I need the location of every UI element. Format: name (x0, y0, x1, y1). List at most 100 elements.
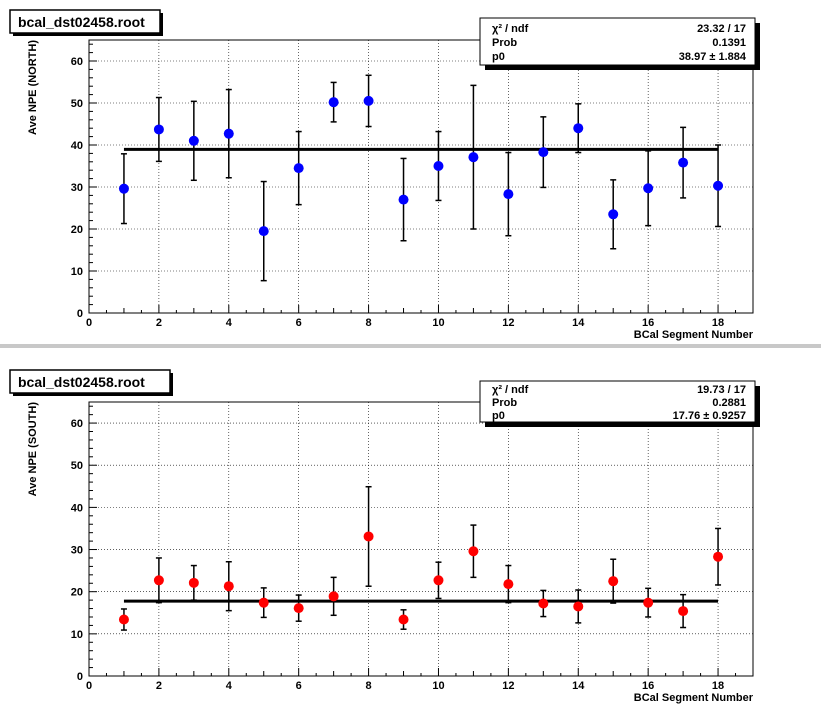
data-point (713, 551, 724, 562)
data-point (223, 128, 234, 139)
stats-value-chi2: 19.73 / 17 (697, 384, 746, 396)
y-tick-label: 40 (71, 502, 83, 514)
x-tick-label: 10 (432, 317, 444, 329)
stats-box: χ² / ndf 23.32 / 17 Prob 0.1391 p0 38.97… (479, 17, 760, 70)
data-point (608, 209, 619, 220)
panel-divider (0, 344, 821, 348)
x-tick-label: 4 (226, 317, 233, 329)
x-tick-label: 6 (296, 317, 302, 329)
data-point (118, 614, 129, 625)
data-point (363, 531, 374, 542)
data-point (713, 180, 724, 191)
x-tick-label: 12 (502, 317, 514, 329)
x-tick-label: 18 (712, 680, 724, 692)
x-tick-label: 0 (86, 317, 92, 329)
data-point (328, 97, 339, 108)
stats-label-chi2: χ² / ndf (492, 23, 529, 35)
x-tick-label: 0 (86, 680, 92, 692)
data-point (678, 157, 689, 168)
y-tick-label: 20 (71, 224, 83, 236)
data-point (538, 147, 549, 158)
x-axis-title: BCal Segment Number (634, 692, 754, 704)
data-point (678, 606, 689, 617)
data-point (468, 546, 479, 557)
data-point (153, 124, 164, 135)
plot-area (89, 402, 753, 676)
data-point (293, 603, 304, 614)
y-tick-label: 30 (71, 182, 83, 194)
data-point (538, 598, 549, 609)
x-tick-label: 12 (502, 680, 514, 692)
header-title: bcal_dst02458.root (18, 374, 145, 390)
data-point (118, 183, 129, 194)
x-tick-label: 16 (642, 680, 654, 692)
data-point (398, 614, 409, 625)
stats-value-p0: 17.76 ± 0.9257 (673, 410, 746, 422)
x-tick-label: 14 (572, 317, 585, 329)
data-point (503, 189, 514, 200)
data-point (503, 579, 514, 590)
plot-south: 0 2 4 6 8 10 12 14 16 18 0 10 20 30 40 50 60 BCal Segment… (27, 401, 754, 704)
data-point (328, 591, 339, 602)
y-tick-label: 60 (71, 418, 83, 430)
data-point (433, 575, 444, 586)
stats-label-prob: Prob (492, 37, 517, 49)
data-point (188, 577, 199, 588)
x-tick-label: 10 (432, 680, 444, 692)
header-title: bcal_dst02458.root (18, 14, 145, 30)
x-tick-label: 14 (572, 680, 585, 692)
y-tick-label: 30 (71, 545, 83, 557)
data-point (468, 152, 479, 163)
data-point (573, 601, 584, 612)
data-point (643, 183, 654, 194)
y-tick-label: 60 (71, 56, 83, 68)
data-point (153, 575, 164, 586)
y-tick-label: 40 (71, 140, 83, 152)
data-point (258, 597, 269, 608)
stats-value-prob: 0.2881 (712, 397, 746, 409)
x-tick-label: 8 (366, 317, 372, 329)
y-tick-label: 50 (71, 460, 83, 472)
panel-north: 0 2 4 6 8 10 12 14 16 18 0 10 20 30 40 50 60 BCal Segment… (9, 9, 760, 341)
x-tick-label: 2 (156, 317, 162, 329)
header-title-box: bcal_dst02458.root (9, 9, 163, 36)
x-tick-label: 2 (156, 680, 162, 692)
y-tick-label: 10 (71, 629, 83, 641)
data-point (223, 581, 234, 592)
panel-south: 0 2 4 6 8 10 12 14 16 18 0 10 20 30 40 50 60 BCal Segment… (9, 369, 760, 704)
x-tick-label: 18 (712, 317, 724, 329)
data-point (573, 123, 584, 134)
stats-label-prob: Prob (492, 397, 517, 409)
stats-box: χ² / ndf 19.73 / 17 Prob 0.2881 p0 17.76… (479, 380, 760, 427)
y-tick-label: 50 (71, 98, 83, 110)
header-title-box: bcal_dst02458.root (9, 369, 173, 396)
stats-label-p0: p0 (492, 410, 505, 422)
data-point (188, 135, 199, 146)
y-tick-label: 10 (71, 266, 83, 278)
stats-value-p0: 38.97 ± 1.884 (679, 51, 747, 63)
data-point (608, 576, 619, 587)
y-tick-label: 0 (77, 671, 83, 683)
stats-label-chi2: χ² / ndf (492, 384, 529, 396)
data-point (398, 194, 409, 205)
data-point (433, 161, 444, 171)
x-tick-label: 4 (226, 680, 233, 692)
data-point (293, 163, 304, 174)
stats-label-p0: p0 (492, 51, 505, 63)
data-point (363, 95, 374, 106)
x-tick-label: 6 (296, 680, 302, 692)
data-point (258, 226, 269, 237)
y-axis-title: Ave NPE (NORTH) (27, 40, 39, 135)
x-tick-label: 8 (366, 680, 372, 692)
x-axis-title: BCal Segment Number (634, 329, 754, 341)
data-point (643, 597, 654, 608)
plot-north: 0 2 4 6 8 10 12 14 16 18 0 10 20 30 40 50 60 BCal Segment… (27, 39, 754, 341)
stats-value-chi2: 23.32 / 17 (697, 23, 746, 35)
x-tick-label: 16 (642, 317, 654, 329)
y-tick-label: 0 (77, 308, 83, 320)
plot-area (89, 40, 753, 313)
stats-value-prob: 0.1391 (712, 37, 746, 49)
y-axis-title: Ave NPE (SOUTH) (27, 402, 39, 497)
y-tick-label: 20 (71, 587, 83, 599)
